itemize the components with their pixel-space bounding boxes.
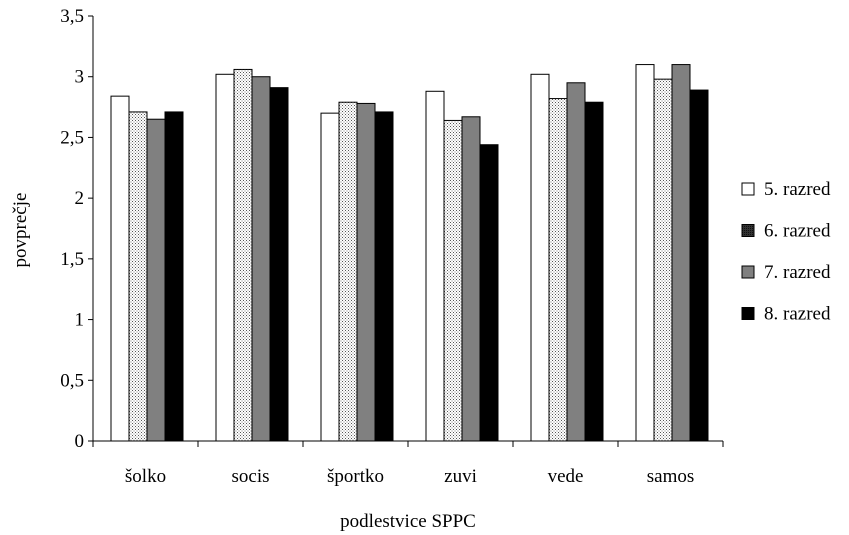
legend-label: 7. razred xyxy=(764,262,831,283)
y-tick-label: 1,5 xyxy=(60,249,84,270)
legend: 5. razred 6. razred 7. razred 8. razred xyxy=(741,179,831,325)
bar-8-razred xyxy=(479,144,499,442)
legend-label: 6. razred xyxy=(764,221,831,242)
plot-area: 0 0,5 1 1,5 2 2,5 3 3,5 šolko socis športko zuvi ved… xyxy=(60,6,724,487)
bar-6-razred xyxy=(338,101,358,442)
x-tick-label: šolko xyxy=(125,466,166,487)
bar-6-razred xyxy=(443,119,463,442)
y-tick-label: 3 xyxy=(75,67,85,88)
bar-7-razred xyxy=(461,116,481,442)
bar-5-razred xyxy=(425,90,445,442)
bar-5-razred xyxy=(110,95,130,442)
bar-5-razred xyxy=(215,73,235,442)
bar-5-razred xyxy=(635,64,655,442)
y-tick-label: 0,5 xyxy=(60,370,84,391)
legend-swatch xyxy=(741,307,755,320)
y-tick-label: 3,5 xyxy=(60,6,84,27)
y-tick-label: 2 xyxy=(75,188,85,209)
x-axis-title: podlestvice SPPC xyxy=(340,511,476,532)
bar-6-razred xyxy=(653,78,673,442)
bar-7-razred xyxy=(251,76,271,442)
y-tick-label: 2,5 xyxy=(60,127,84,148)
bar-5-razred xyxy=(530,73,550,442)
bar-8-razred xyxy=(374,111,394,442)
legend-label: 5. razred xyxy=(764,179,831,200)
x-tick-label: vede xyxy=(548,466,584,487)
bar-5-razred xyxy=(320,112,340,442)
legend-swatch xyxy=(741,265,755,279)
bar-8-razred xyxy=(584,101,604,442)
legend-label: 8. razred xyxy=(764,304,831,325)
bar-8-razred xyxy=(164,111,184,442)
x-tick-label: športko xyxy=(327,466,384,487)
bar-6-razred xyxy=(548,98,568,442)
x-tick-label: zuvi xyxy=(444,466,477,487)
bar-8-razred xyxy=(269,87,289,442)
x-tick-label: socis xyxy=(232,466,270,487)
x-tick-label: samos xyxy=(647,466,695,487)
y-tick-label: 0 xyxy=(75,431,85,452)
bar-7-razred xyxy=(356,102,376,442)
y-axis-title: povprečje xyxy=(10,193,31,268)
bar-6-razred xyxy=(128,111,148,442)
bar-7-razred xyxy=(146,118,166,442)
bar-8-razred xyxy=(689,89,709,442)
bar-7-razred xyxy=(671,64,691,442)
bar-7-razred xyxy=(566,82,586,442)
bar-6-razred xyxy=(233,68,253,442)
y-tick-label: 1 xyxy=(75,310,85,331)
legend-swatch xyxy=(741,182,755,196)
legend-swatch xyxy=(741,224,755,237)
